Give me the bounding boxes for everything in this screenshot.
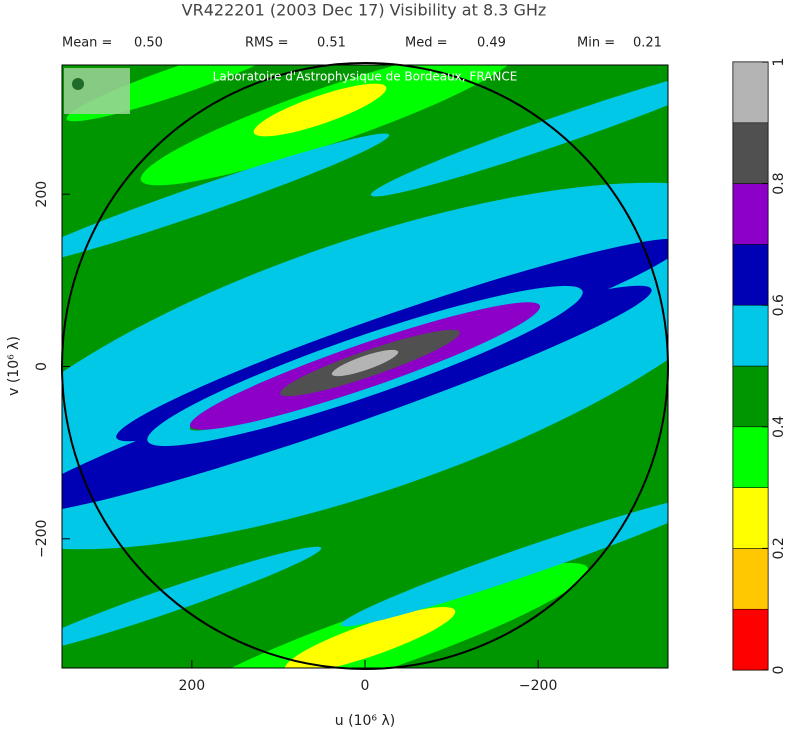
- colorbar-band: [732, 487, 769, 549]
- colorbar-band: [732, 61, 769, 124]
- region: [62, 546, 322, 654]
- stat-value: 0.50: [134, 36, 163, 51]
- x-tick-label: 200: [178, 678, 205, 694]
- colorbar-band: [732, 304, 769, 367]
- x-tick-label: 0: [361, 678, 370, 694]
- watermark: Laboratoire d'Astrophysique de Bordeaux,…: [213, 70, 518, 84]
- colorbar-band: [732, 122, 769, 184]
- x-tick-label: −200: [519, 678, 557, 694]
- y-tick-label: −200: [34, 520, 50, 558]
- stat-label: RMS =: [245, 36, 289, 51]
- colorbar-tick-label: 0.6: [771, 294, 786, 316]
- map: [62, 65, 668, 668]
- stat-value: 0.51: [317, 36, 346, 51]
- y-axis-label: v (10⁶ λ): [6, 336, 22, 396]
- colorbar-tick-label: 0.4: [771, 416, 786, 438]
- colorbar-tick-label: 0.8: [771, 172, 786, 194]
- colorbar-band: [732, 365, 769, 428]
- region: [62, 133, 390, 267]
- region: [331, 349, 399, 377]
- colorbar-band: [732, 608, 769, 671]
- logo: [64, 68, 130, 114]
- region: [284, 607, 456, 668]
- stat-label: Min =: [577, 36, 615, 51]
- region: [253, 83, 387, 137]
- logo-dot: [72, 78, 84, 90]
- chart-title: VR422201 (2003 Dec 17) Visibility at 8.3…: [182, 1, 547, 20]
- colorbar-tick-label: 0.2: [771, 537, 786, 559]
- x-axis-label: u (10⁶ λ): [335, 713, 395, 729]
- colorbar-band: [732, 426, 769, 488]
- y-tick-label: 0: [34, 362, 50, 371]
- colorbar-tick-label: 0: [771, 666, 786, 675]
- colorbar-band: [732, 548, 769, 610]
- region: [370, 65, 668, 197]
- stat-label: Med =: [405, 36, 448, 51]
- colorbar-tick-label: 1: [771, 58, 786, 67]
- stat-value: 0.49: [477, 36, 506, 51]
- colorbar-band: [732, 244, 769, 306]
- region: [340, 493, 668, 627]
- colorbar-band: [732, 183, 769, 245]
- stat-value: 0.21: [633, 36, 662, 51]
- y-tick-label: 200: [34, 181, 50, 208]
- stat-label: Mean =: [62, 36, 112, 51]
